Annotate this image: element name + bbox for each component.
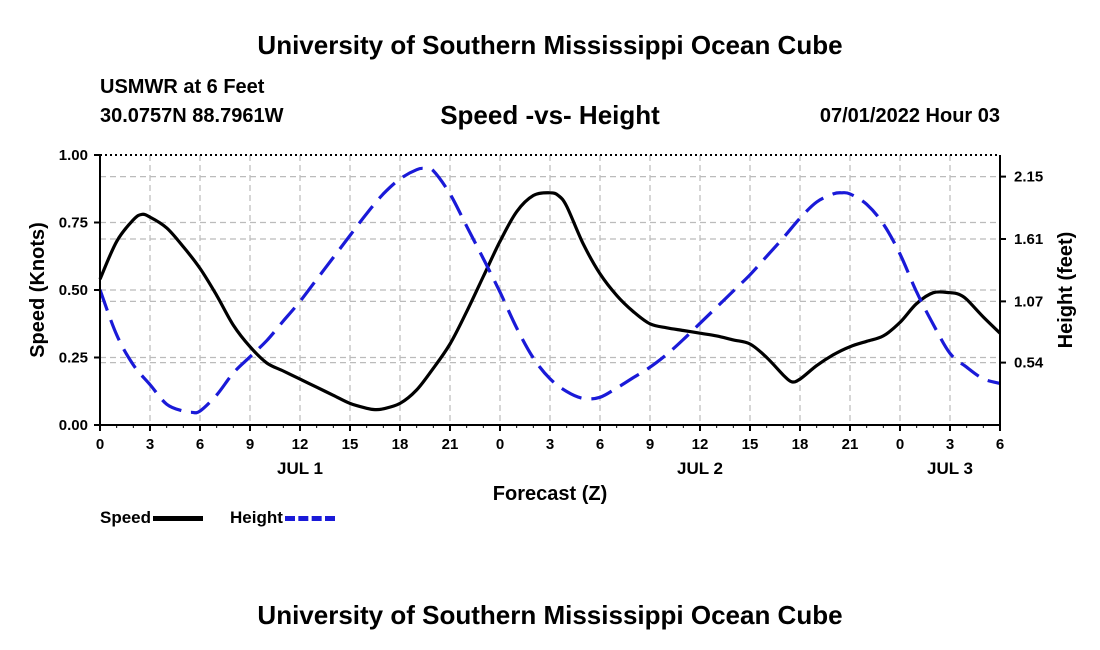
- x-tick-label: 15: [342, 436, 359, 453]
- speed-series-line: [98, 191, 1002, 412]
- height-series-line: [98, 166, 1001, 415]
- station-label: USMWR at 6 Feet: [100, 76, 265, 98]
- legend-height-label: Height: [230, 508, 283, 527]
- station-coordinates: 30.0757N 88.7961W: [100, 105, 284, 127]
- x-tick-label: 3: [546, 436, 554, 453]
- x-tick-label: 6: [596, 436, 604, 453]
- y2-axis-title: Height (feet): [1055, 232, 1077, 349]
- day-label: JUL 3: [927, 459, 973, 478]
- legend-height: Height: [230, 508, 335, 528]
- x-tick-label: 21: [842, 436, 859, 453]
- chart-subtitle: Speed -vs- Height: [440, 100, 660, 130]
- x-tick-label: 9: [646, 436, 654, 453]
- series-layer: [98, 166, 1002, 415]
- x-tick-label: 0: [896, 436, 904, 453]
- x-tick-label: 3: [946, 436, 954, 453]
- x-tick-label: 12: [692, 436, 709, 453]
- chart-title-bottom: University of Southern Mississippi Ocean…: [257, 600, 843, 630]
- y2-tick-label: 2.15: [1014, 169, 1043, 186]
- x-tick-label: 9: [246, 436, 254, 453]
- x-tick-label: 6: [996, 436, 1004, 453]
- chart-title-top: University of Southern Mississippi Ocean…: [257, 30, 843, 60]
- x-tick-label: 6: [196, 436, 204, 453]
- y-tick-label: 0.00: [59, 417, 88, 434]
- x-tick-label: 12: [292, 436, 309, 453]
- legend-speed-label: Speed: [100, 508, 152, 527]
- y2-tick-label: 1.61: [1014, 231, 1043, 248]
- day-label: JUL 1: [277, 459, 323, 478]
- x-tick-label: 18: [792, 436, 809, 453]
- y-tick-label: 0.25: [59, 350, 88, 367]
- y-tick-label: 1.00: [59, 147, 88, 164]
- legend-speed-swatch: [153, 515, 204, 521]
- forecast-datetime: 07/01/2022 Hour 03: [819, 105, 1000, 127]
- x-tick-label: 21: [442, 436, 459, 453]
- y-tick-label: 0.75: [59, 215, 88, 232]
- y-axis-title: Speed (Knots): [27, 222, 49, 358]
- axis-labels: 0 3 6 9 12 15 18 21 0 3 6 9 12 15 18 21 0 3 6 JUL 1 JUL 2 JUL…: [27, 147, 1077, 505]
- y2-tick-label: 0.54: [1014, 355, 1044, 372]
- y2-tick-label: 1.07: [1014, 293, 1043, 310]
- grid-lines: [100, 155, 1000, 425]
- x-tick-label: 18: [392, 436, 409, 453]
- x-tick-label: 0: [96, 436, 104, 453]
- speed-height-chart: 0 3 6 9 12 15 18 21 0 3 6 9 12 15 18 21 0 3 6 JUL 1 JUL 2 JUL…: [27, 147, 1077, 505]
- axes: [94, 154, 1006, 431]
- x-tick-label: 3: [146, 436, 154, 453]
- x-tick-label: 0: [496, 436, 504, 453]
- x-axis-title: Forecast (Z): [493, 483, 607, 505]
- legend-height-swatch: [284, 515, 335, 521]
- legend-speed: Speed: [100, 508, 204, 528]
- y-tick-label: 0.50: [59, 282, 88, 299]
- x-tick-label: 15: [742, 436, 759, 453]
- day-label: JUL 2: [677, 459, 723, 478]
